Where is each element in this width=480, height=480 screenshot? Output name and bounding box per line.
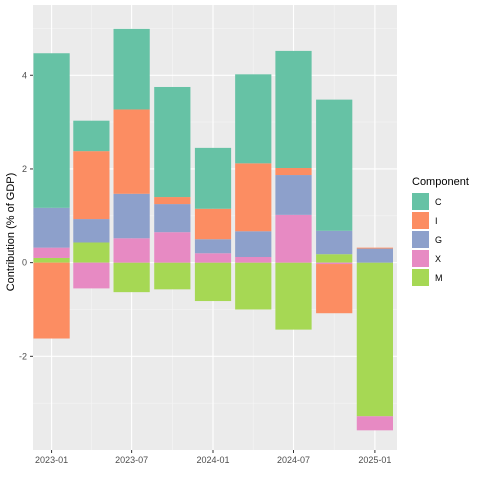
y-tick-label: 2 <box>22 164 27 174</box>
bar-m-5-5 <box>235 262 272 310</box>
bar-m-5-8 <box>356 262 393 417</box>
legend-label-c: C <box>435 197 442 207</box>
bar-c-5-1 <box>73 120 110 152</box>
legend-key-x <box>412 250 429 267</box>
bar-g-5-4 <box>194 239 232 254</box>
legend-label-x: X <box>435 254 441 264</box>
bar-m-5-0 <box>33 257 70 263</box>
bar-c-5-2 <box>113 28 150 110</box>
x-tick-label: 2024-01 <box>196 455 229 465</box>
bar-c-5-5 <box>235 74 272 164</box>
x-tick-label: 2024-07 <box>277 455 310 465</box>
bar-x-5-2 <box>113 238 150 263</box>
bar-m-5-7 <box>316 254 353 263</box>
y-tick-label: 4 <box>22 70 27 80</box>
bar-g-5-3 <box>154 204 191 233</box>
bar-m-5-1 <box>73 242 110 263</box>
axes: -2 0 2 4 2023-01 2023-07 2024-01 2024-07 2025-01 <box>19 70 391 465</box>
bar-m-5-6 <box>275 262 312 330</box>
bars <box>33 28 393 431</box>
bar-x-5-1 <box>73 262 110 289</box>
bar-x-5-7 <box>316 262 353 265</box>
bar-c-5-4 <box>194 147 232 209</box>
legend-label-m: M <box>435 273 443 283</box>
bar-c-5-3 <box>154 86 191 198</box>
bar-g-5-7 <box>316 230 353 255</box>
y-tick-label: 0 <box>22 258 27 268</box>
bar-i-5-5 <box>235 163 272 232</box>
bar-m-5-3 <box>154 262 191 290</box>
bar-x-5-3 <box>154 232 191 263</box>
bar-i-5-4 <box>194 208 232 240</box>
bar-i-5-2 <box>113 109 150 194</box>
y-tick-label: -2 <box>19 351 27 361</box>
bar-m-5-2 <box>113 262 150 293</box>
bar-x-5-8 <box>356 416 393 431</box>
legend-label-g: G <box>435 235 442 245</box>
bar-c-5-7 <box>316 99 353 231</box>
bar-g-5-0 <box>33 207 70 248</box>
bar-i-5-6 <box>275 168 312 176</box>
bar-g-5-5 <box>235 231 272 258</box>
bar-i-5-0 <box>33 262 70 339</box>
bar-m-5-4 <box>194 262 232 302</box>
legend-key-c <box>412 193 429 210</box>
bar-g-5-8 <box>356 248 393 263</box>
legend-key-m <box>412 269 429 286</box>
bar-x-5-4 <box>194 253 232 263</box>
bar-x-5-0 <box>33 247 70 258</box>
bar-i-5-7 <box>316 264 353 314</box>
x-tick-label: 2025-01 <box>358 455 391 465</box>
x-tick-label: 2023-01 <box>35 455 68 465</box>
bar-c-5-6 <box>275 50 312 169</box>
bar-i-5-8 <box>356 247 393 249</box>
bar-i-5-1 <box>73 151 110 220</box>
bar-g-5-1 <box>73 219 110 243</box>
bar-c-5-0 <box>33 53 70 208</box>
legend-key-i <box>412 212 429 229</box>
x-tick-label: 2023-07 <box>115 455 148 465</box>
bar-i-5-3 <box>154 197 191 205</box>
bar-x-5-6 <box>275 214 312 263</box>
bar-g-5-2 <box>113 193 150 239</box>
legend-label-i: I <box>435 216 438 226</box>
legend-title: Component <box>412 176 469 188</box>
bar-g-5-6 <box>275 175 312 215</box>
y-axis-title: Contribution (% of GDP) <box>5 173 17 292</box>
bar-x-5-5 <box>235 257 272 263</box>
legend-key-g <box>412 231 429 248</box>
